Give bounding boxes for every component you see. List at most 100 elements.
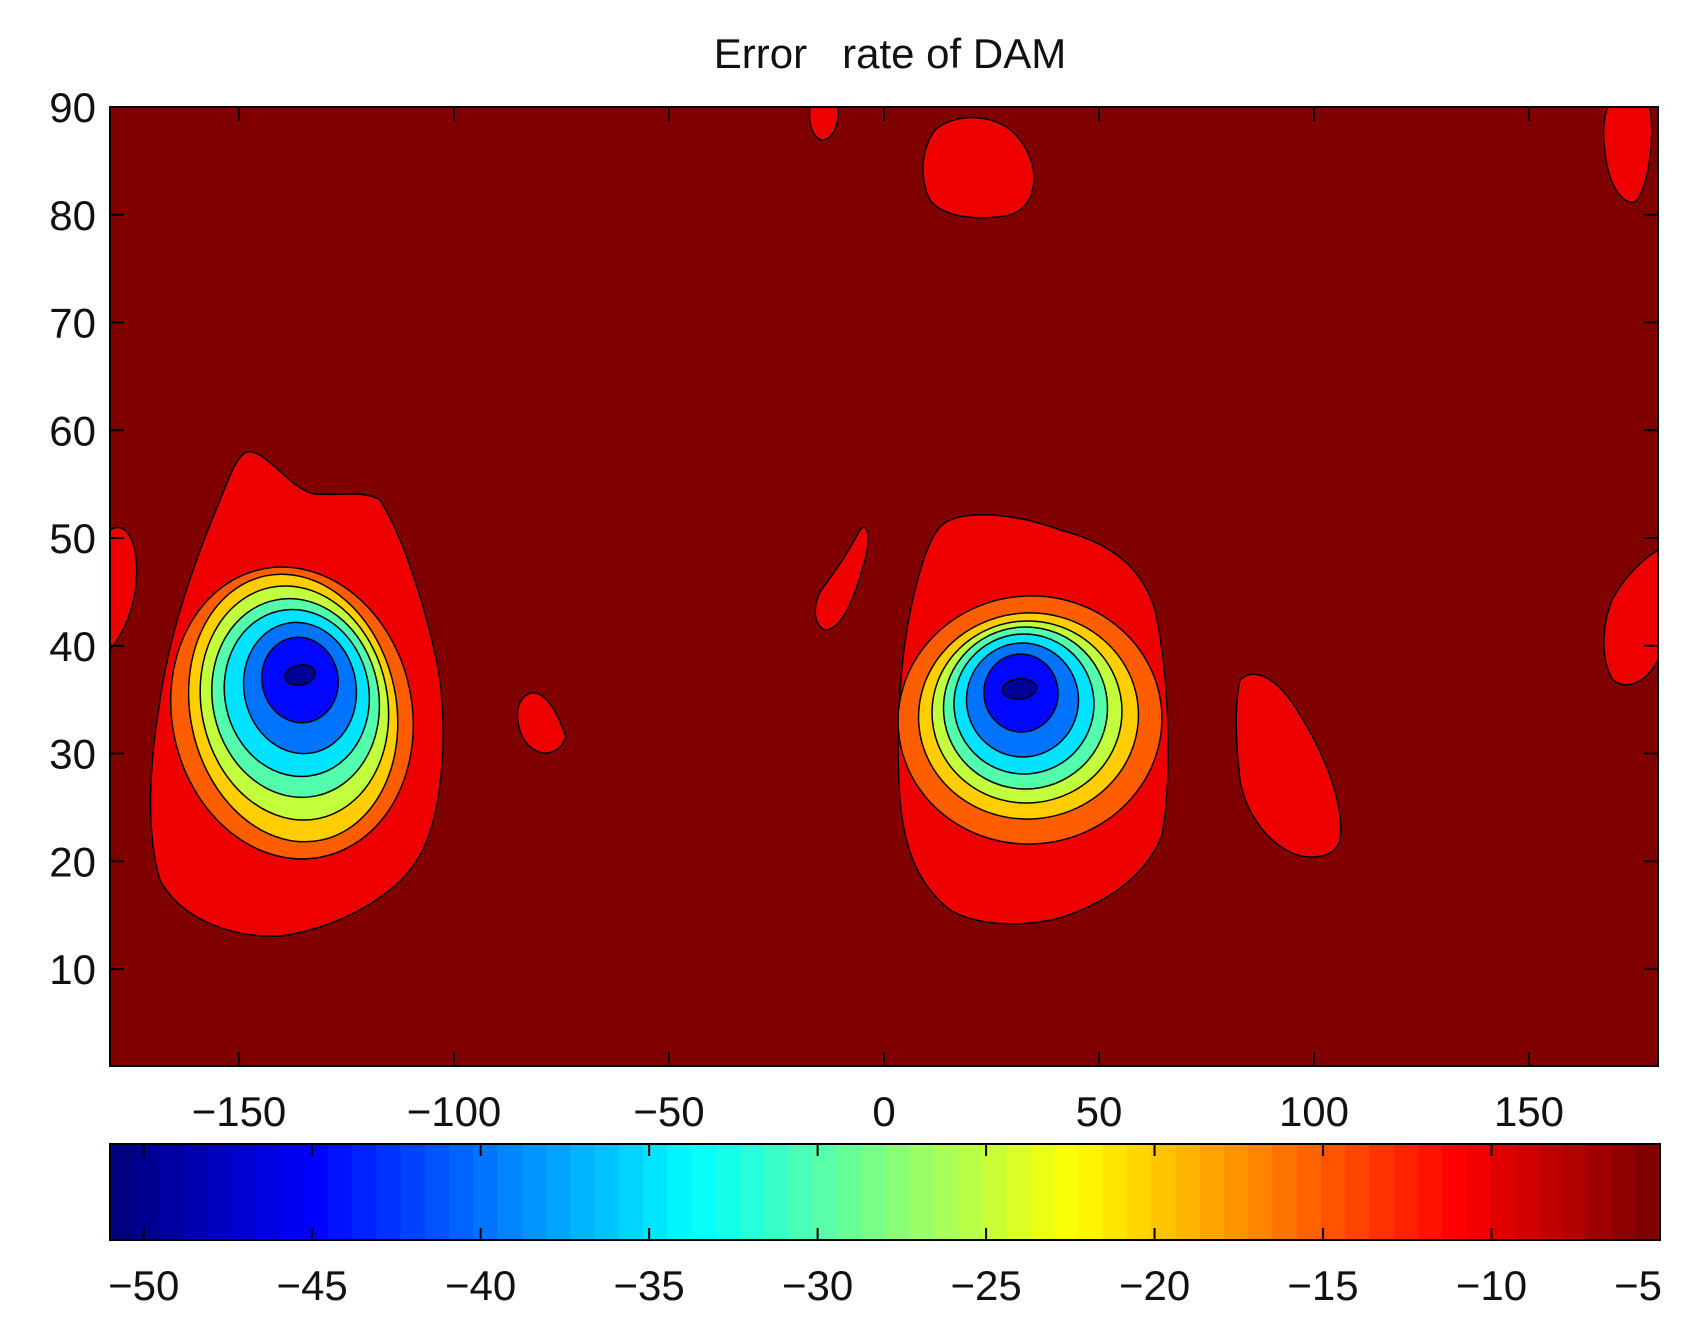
colorbar-swatch bbox=[715, 1144, 741, 1240]
patch-top-right bbox=[1602, 107, 1653, 203]
y-tick-label: 20 bbox=[49, 838, 96, 885]
colorbar-tick-label: −25 bbox=[950, 1262, 1021, 1309]
contour-layer bbox=[110, 107, 1658, 937]
colorbar-swatch bbox=[134, 1144, 160, 1240]
colorbar-swatch bbox=[1248, 1144, 1274, 1240]
colorbar-swatch bbox=[1127, 1144, 1153, 1240]
colorbar-swatch bbox=[1175, 1144, 1201, 1240]
colorbar-swatch bbox=[279, 1144, 305, 1240]
colorbar-swatch bbox=[981, 1144, 1007, 1240]
y-tick-label: 50 bbox=[49, 515, 96, 562]
colorbar-tick-label: −5 bbox=[1614, 1262, 1662, 1309]
colorbar-swatch bbox=[594, 1144, 620, 1240]
y-tick-label: 90 bbox=[49, 84, 96, 131]
y-axis: 10 20 30 40 50 60 70 80 90 bbox=[49, 84, 1658, 993]
colorbar-swatch bbox=[763, 1144, 789, 1240]
colorbar-swatch bbox=[885, 1144, 910, 1240]
colorbar-swatch bbox=[933, 1144, 959, 1240]
colorbar-tick-label: −40 bbox=[445, 1262, 516, 1309]
x-tick-label: 150 bbox=[1494, 1088, 1564, 1135]
colorbar-swatch bbox=[1030, 1144, 1056, 1240]
x-tick-label: −50 bbox=[633, 1088, 704, 1135]
colorbar-swatch bbox=[788, 1144, 813, 1240]
colorbar-swatch bbox=[1078, 1144, 1104, 1240]
colorbar-swatch bbox=[545, 1144, 571, 1240]
colorbar-swatch bbox=[1514, 1144, 1540, 1240]
colorbar-swatch bbox=[110, 1144, 135, 1240]
colorbar-swatch bbox=[1563, 1144, 1588, 1240]
colorbar-swatch bbox=[182, 1144, 208, 1240]
colorbar-swatch bbox=[231, 1144, 256, 1240]
colorbar-swatch bbox=[255, 1144, 281, 1240]
colorbar-swatch bbox=[352, 1144, 378, 1240]
colorbar-swatch bbox=[303, 1144, 329, 1240]
colorbar-swatch bbox=[376, 1144, 402, 1240]
patch-small-left bbox=[516, 692, 567, 754]
colorbar-swatch bbox=[1102, 1144, 1128, 1240]
colorbar-swatch bbox=[424, 1144, 450, 1240]
colorbar-swatch bbox=[957, 1144, 983, 1240]
x-tick-label: 0 bbox=[872, 1088, 895, 1135]
colorbar-tick-label: −45 bbox=[277, 1262, 348, 1309]
colorbar-swatch bbox=[1006, 1144, 1031, 1240]
patch-elongated bbox=[1235, 673, 1342, 858]
colorbar-tick-label: −15 bbox=[1287, 1262, 1358, 1309]
colorbar-swatch bbox=[570, 1144, 595, 1240]
colorbar-tick-label: −35 bbox=[614, 1262, 685, 1309]
colorbar-swatch bbox=[449, 1144, 474, 1240]
colorbar-swatch bbox=[860, 1144, 886, 1240]
colorbar-swatch bbox=[1199, 1144, 1225, 1240]
colorbar-swatch bbox=[473, 1144, 499, 1240]
colorbar-swatch bbox=[1320, 1144, 1346, 1240]
colorbar-swatch bbox=[739, 1144, 765, 1240]
colorbar-swatch bbox=[1466, 1144, 1492, 1240]
colorbar-swatch bbox=[1296, 1144, 1322, 1240]
y-tick-label: 70 bbox=[49, 300, 96, 347]
colorbar-swatch bbox=[1272, 1144, 1298, 1240]
colorbar-tick-label: −30 bbox=[782, 1262, 853, 1309]
colorbar-swatch bbox=[1538, 1144, 1564, 1240]
colorbar-swatch bbox=[812, 1144, 838, 1240]
y-tick-label: 30 bbox=[49, 731, 96, 778]
y-tick-label: 80 bbox=[49, 192, 96, 239]
colorbar-swatch bbox=[1611, 1144, 1637, 1240]
minimum-west-level--50 bbox=[284, 663, 316, 687]
colorbar-swatch bbox=[1151, 1144, 1177, 1240]
patch-slanted bbox=[814, 526, 869, 631]
colorbar-tick-label: −20 bbox=[1119, 1262, 1190, 1309]
patch-top-blob bbox=[922, 116, 1035, 219]
patch-west-edge bbox=[110, 526, 138, 652]
colorbar-swatch bbox=[1345, 1144, 1370, 1240]
patch-right-edge bbox=[1603, 549, 1658, 686]
colorbar-swatch bbox=[400, 1144, 426, 1240]
colorbar-swatch bbox=[836, 1144, 862, 1240]
minimum-east-level--50 bbox=[1001, 678, 1038, 700]
colorbar-tick-label: −50 bbox=[108, 1262, 179, 1309]
x-tick-label: 50 bbox=[1076, 1088, 1123, 1135]
colorbar-swatch bbox=[1417, 1144, 1443, 1240]
colorbar-swatch bbox=[618, 1144, 644, 1240]
colorbar-frame bbox=[109, 1143, 1661, 1241]
x-axis: −150 −100 −50 0 50 100 150 bbox=[192, 107, 1564, 1135]
y-tick-label: 10 bbox=[49, 946, 96, 993]
y-tick-label: 40 bbox=[49, 623, 96, 670]
colorbar-swatch bbox=[909, 1144, 935, 1240]
colorbar-swatch bbox=[497, 1144, 523, 1240]
colorbar-swatch bbox=[667, 1144, 692, 1240]
colorbar-swatch bbox=[1393, 1144, 1419, 1240]
colorbar-tick-label: −10 bbox=[1456, 1262, 1527, 1309]
colorbar-swatch bbox=[158, 1144, 184, 1240]
colorbar-swatch bbox=[1224, 1144, 1249, 1240]
colorbar-swatch bbox=[1369, 1144, 1395, 1240]
colorbar-axis: −50 −45 −40 −35 −30 −25 −20 −15 −10 −5 bbox=[108, 1144, 1662, 1309]
colorbar-swatch bbox=[327, 1144, 353, 1240]
colorbar bbox=[110, 1144, 1661, 1240]
colorbar-swatch bbox=[1442, 1144, 1467, 1240]
colorbar-swatch bbox=[206, 1144, 232, 1240]
colorbar-swatch bbox=[1490, 1144, 1516, 1240]
y-tick-label: 60 bbox=[49, 407, 96, 454]
chart-title: Error rate of DAM bbox=[714, 30, 1066, 77]
colorbar-swatch bbox=[1054, 1144, 1080, 1240]
x-tick-label: −100 bbox=[407, 1088, 502, 1135]
